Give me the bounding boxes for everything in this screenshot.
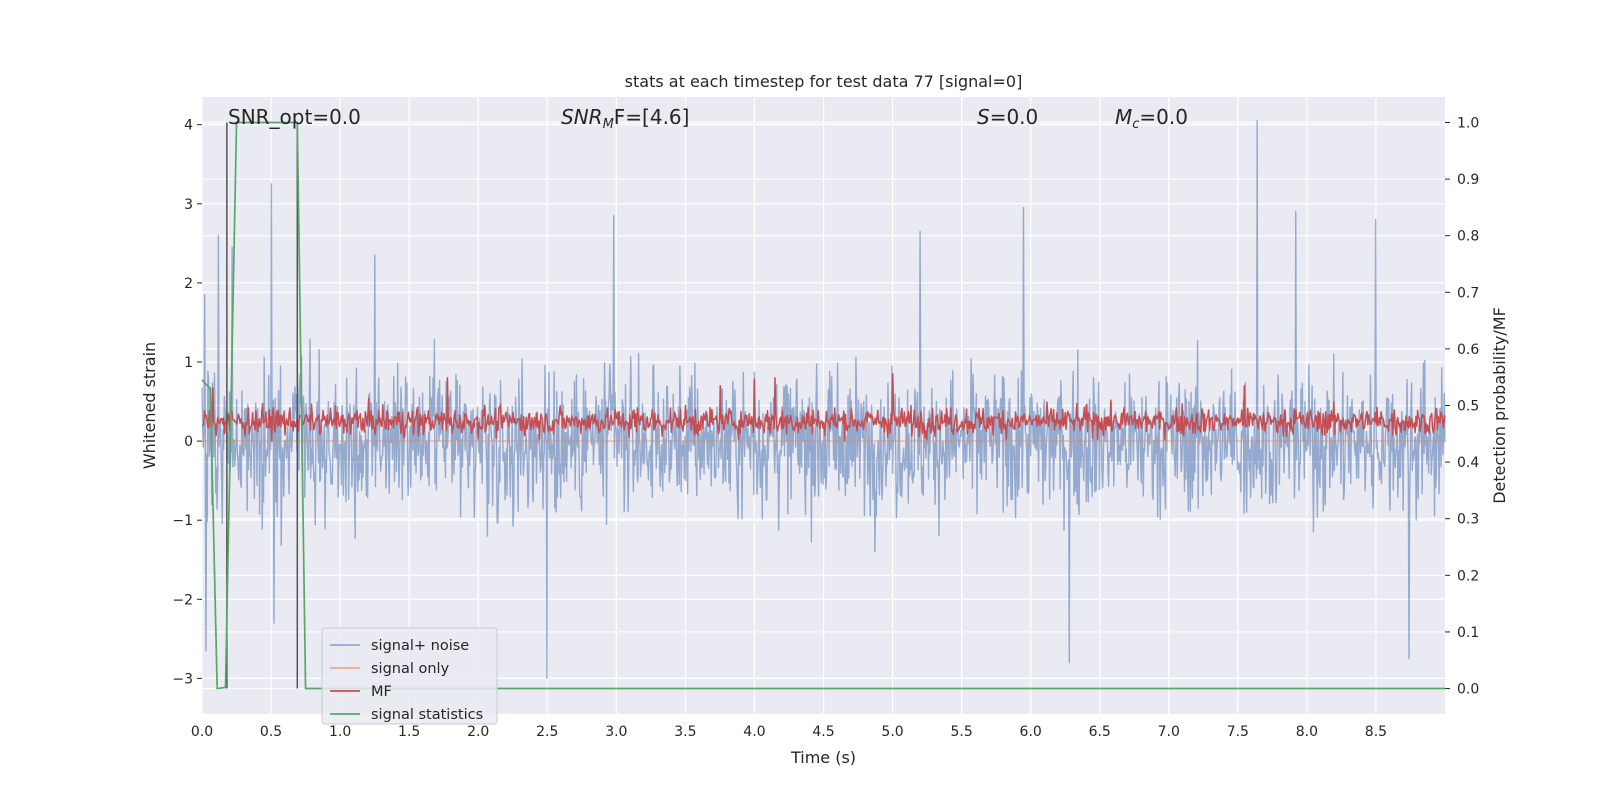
x-tick-label: 6.0 bbox=[1020, 724, 1042, 740]
y-left-tick-label: −1 bbox=[172, 513, 193, 529]
x-tick-label: 1.5 bbox=[398, 724, 420, 740]
x-tick-label: 0.5 bbox=[260, 724, 282, 740]
annotation-mc-sub: c bbox=[1132, 117, 1139, 132]
y-left-tick-label: 0 bbox=[184, 434, 193, 450]
x-tick-label: 4.5 bbox=[812, 724, 834, 740]
x-axis-label: Time (s) bbox=[790, 748, 856, 767]
legend-label: signal only bbox=[371, 661, 450, 677]
x-tick-label: 5.5 bbox=[950, 724, 972, 740]
annotation-s-rest: =0.0 bbox=[990, 105, 1039, 129]
y-right-tick-label: 0.6 bbox=[1457, 342, 1479, 358]
y-right-tick-label: 0.8 bbox=[1457, 229, 1479, 245]
x-tick-label: 6.5 bbox=[1089, 724, 1111, 740]
y-axis-left-ticks: −3 −2 −1 0 1 2 3 4 bbox=[172, 118, 202, 687]
legend: signal+ noise signal only MF signal statist… bbox=[321, 627, 498, 725]
annotation-mc-rest: =0.0 bbox=[1139, 105, 1188, 129]
y-right-tick-label: 0.3 bbox=[1457, 512, 1479, 528]
x-tick-label: 2.0 bbox=[467, 724, 489, 740]
series-signal-statistics-line bbox=[201, 121, 1445, 690]
y-left-tick-label: 1 bbox=[184, 355, 193, 371]
y-right-tick-label: 0.2 bbox=[1457, 568, 1479, 584]
series-layer bbox=[201, 120, 1446, 690]
y-left-tick-label: 2 bbox=[184, 276, 193, 292]
y-left-tick-label: 3 bbox=[184, 197, 193, 213]
legend-label: MF bbox=[371, 684, 392, 700]
y-axis-right-ticks: 0.0 0.1 0.2 0.3 0.4 0.5 0.6 0.7 0.8 0.9 1.0 bbox=[1445, 115, 1479, 698]
x-tick-label: 5.0 bbox=[881, 724, 903, 740]
chart-title: stats at each timestep for test data 77 … bbox=[625, 72, 1023, 91]
x-tick-label: 3.0 bbox=[605, 724, 627, 740]
y-left-tick-label: 4 bbox=[184, 118, 193, 134]
annotation-mc: Mc=0.0 bbox=[1115, 105, 1188, 132]
x-tick-label: 3.5 bbox=[674, 724, 696, 740]
y-right-tick-label: 0.7 bbox=[1457, 285, 1479, 301]
x-tick-label: 1.0 bbox=[329, 724, 351, 740]
annotation-s: S=0.0 bbox=[977, 105, 1038, 129]
annotation-snr-mf-main: SNR bbox=[561, 105, 603, 129]
legend-label: signal+ noise bbox=[371, 638, 469, 654]
y-right-tick-label: 0.1 bbox=[1457, 625, 1479, 641]
x-tick-label: 0.0 bbox=[191, 724, 213, 740]
series-signal-noise-line bbox=[201, 120, 1446, 680]
annotation-snr-mf: SNRMF=[4.6] bbox=[561, 105, 689, 132]
annotation-snr-opt: SNR_opt=0.0 bbox=[228, 105, 361, 129]
annotation-snr-mf-rest: F=[4.6] bbox=[614, 105, 690, 129]
y-right-tick-label: 0.4 bbox=[1457, 455, 1479, 471]
y-axis-right-label: Detection probability/MF bbox=[1490, 307, 1509, 504]
x-tick-label: 7.0 bbox=[1158, 724, 1180, 740]
annotation-snr-mf-sub: M bbox=[603, 117, 614, 132]
x-tick-label: 4.0 bbox=[743, 724, 765, 740]
annotation-s-main: S bbox=[977, 105, 990, 129]
y-left-tick-label: −3 bbox=[172, 671, 193, 687]
annotation-mc-main: M bbox=[1115, 105, 1132, 129]
x-tick-label: 7.5 bbox=[1227, 724, 1249, 740]
x-tick-label: 8.5 bbox=[1365, 724, 1387, 740]
legend-label: signal statistics bbox=[371, 707, 483, 723]
grid bbox=[201, 97, 1445, 714]
y-right-tick-label: 0.9 bbox=[1457, 172, 1479, 188]
x-tick-label: 8.0 bbox=[1296, 724, 1318, 740]
y-right-tick-label: 0.5 bbox=[1457, 399, 1479, 415]
y-axis-left-label: Whitened strain bbox=[140, 342, 159, 469]
y-left-tick-label: −2 bbox=[172, 592, 193, 608]
legend-items: signal+ noise signal only MF signal statist… bbox=[330, 638, 483, 723]
y-right-tick-label: 0.0 bbox=[1457, 682, 1479, 698]
series-mf-line bbox=[201, 373, 1446, 442]
y-right-tick-label: 1.0 bbox=[1457, 115, 1479, 131]
x-tick-label: 2.5 bbox=[536, 724, 558, 740]
x-axis-ticks: 0.0 0.5 1.0 1.5 2.0 2.5 3.0 3.5 4.0 4.5 5.0 5.5 6.0 6… bbox=[191, 724, 1387, 740]
legend-box bbox=[321, 627, 498, 725]
